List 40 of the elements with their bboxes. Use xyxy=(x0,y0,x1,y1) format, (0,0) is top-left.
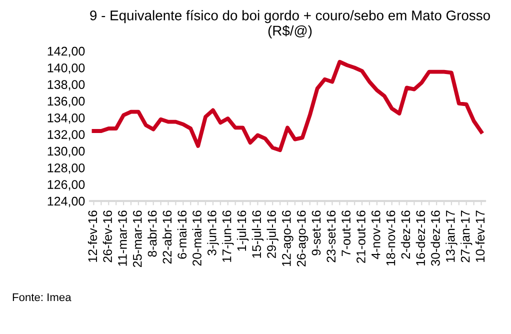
x-tick-label: 20-mai-16 xyxy=(192,210,202,266)
x-tick-label: 4-nov-16 xyxy=(371,210,380,260)
x-tick-label: 13-jan-17 xyxy=(446,210,458,262)
y-tick-label: 142,00 xyxy=(48,46,85,58)
x-tick-label: 26-ago-16 xyxy=(296,210,308,266)
line-series xyxy=(92,60,484,152)
y-tick-label: 132,00 xyxy=(48,130,85,140)
x-tick-label: 23-set-16 xyxy=(326,210,336,262)
y-tick-label: 124,00 xyxy=(48,196,85,208)
y-tick-label: 136,00 xyxy=(48,96,85,108)
x-tick-label: 21-out-16 xyxy=(356,210,366,263)
x-tick-label: 2-dez-16 xyxy=(400,210,410,259)
source-note: Fonte: Imea xyxy=(12,293,72,302)
x-tick-label: 15-jul-16 xyxy=(252,210,264,258)
x-tick-label: 3-jun-16 xyxy=(207,210,219,256)
x-tick-label: 25-mar-16 xyxy=(132,210,142,268)
x-tick-label: 30-dez-16 xyxy=(430,210,440,266)
x-tick-label: 18-nov-16 xyxy=(386,210,396,266)
y-tick-label: 130,00 xyxy=(48,146,85,158)
y-tick-label: 128,00 xyxy=(48,163,85,174)
x-tick-label: 1-jul-16 xyxy=(236,210,249,251)
x-tick-label: 10-fev-17 xyxy=(475,210,485,262)
x-tick-label: 29-jul-16 xyxy=(266,210,278,258)
x-tick-label: 8-abr-16 xyxy=(148,210,157,257)
y-tick-label: 134,00 xyxy=(48,113,85,124)
x-tick-label: 12-fev-16 xyxy=(88,210,98,262)
x-tick-label: 16-dez-16 xyxy=(416,210,426,266)
x-tick-label: 22-abr-16 xyxy=(162,210,172,264)
x-tick-label: 12-ago-16 xyxy=(282,210,294,266)
y-tick-label: 126,00 xyxy=(48,180,85,190)
chart-title: 9 - Equivalente físico do boi gordo + couro/sebo em Mato Grosso (R$/@) xyxy=(90,10,490,38)
x-tick-label: 17-jun-16 xyxy=(222,210,234,262)
x-tick-label: 27-jan-17 xyxy=(460,210,472,262)
x-tick-label: 7-out-16 xyxy=(342,210,350,256)
y-tick-label: 138,00 xyxy=(48,80,85,90)
x-tick-label: 11-mar-16 xyxy=(118,210,127,266)
x-tick-label: 26-fev-16 xyxy=(102,210,112,262)
y-tick-label: 140,00 xyxy=(48,63,85,74)
x-tick-label: 6-mai-16 xyxy=(177,210,187,259)
x-tick-label: 9-set-16 xyxy=(312,210,321,256)
